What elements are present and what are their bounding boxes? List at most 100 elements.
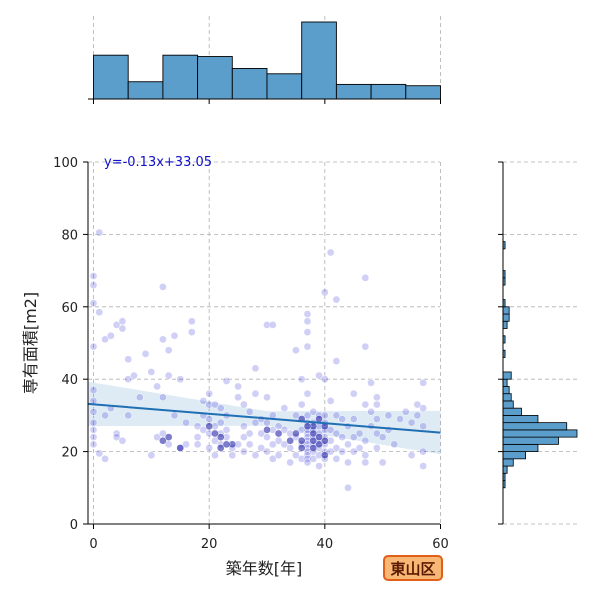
scatter-point <box>297 454 306 463</box>
top-hist-bar <box>335 83 372 100</box>
scatter-point <box>199 397 208 405</box>
scatter-point <box>147 368 156 376</box>
y-tick-label: 0 <box>70 518 78 533</box>
scatter-point <box>89 426 98 434</box>
scatter-point <box>303 458 312 467</box>
scatter-point <box>251 418 260 427</box>
scatter-point <box>118 436 127 445</box>
scatter-point <box>101 411 109 420</box>
scatter-point <box>344 483 352 492</box>
x-tick-label: 60 <box>432 537 449 552</box>
district-badge-label: 東山区 <box>390 559 436 578</box>
right-hist-bar <box>502 393 512 402</box>
scatter-point <box>222 377 231 385</box>
scatter-point <box>257 429 266 438</box>
right-hist-bar <box>502 414 539 424</box>
scatter-point <box>95 308 104 317</box>
scatter-point <box>355 444 364 452</box>
scatter-point <box>159 393 167 402</box>
scatter-point <box>234 382 242 391</box>
x-tick-label: 40 <box>317 537 334 552</box>
scatter-point <box>164 371 173 380</box>
scatter-point <box>112 321 121 329</box>
right-hist-bar <box>502 443 539 452</box>
right-hist-bar <box>502 400 514 409</box>
scatter-point <box>274 429 283 438</box>
scatter-point <box>216 444 225 452</box>
scatter-point <box>240 400 248 409</box>
scatter-point <box>413 411 422 420</box>
scatter-point <box>89 272 98 280</box>
scatter-point <box>205 389 214 398</box>
scatter-point <box>326 248 335 257</box>
scatter-point <box>135 393 144 402</box>
x-tick-label: 20 <box>201 537 218 552</box>
scatter-point <box>95 449 104 458</box>
scatter-point <box>234 393 242 402</box>
scatter-point <box>222 440 231 449</box>
right-hist-bar <box>502 313 510 322</box>
scatter-point <box>419 404 427 413</box>
scatter-point <box>245 440 254 449</box>
scatter-point <box>205 444 214 452</box>
scatter-point <box>332 295 341 304</box>
scatter-point <box>130 371 138 380</box>
scatter-point <box>320 436 329 445</box>
scatter-point <box>182 418 190 427</box>
scatter-point <box>390 440 399 449</box>
scatter-point <box>349 389 358 398</box>
scatter-point <box>373 415 381 423</box>
scatter-point <box>373 429 381 438</box>
scatter-point <box>193 440 202 449</box>
scatter-point <box>274 451 283 460</box>
scatter-point <box>268 440 277 449</box>
scatter-point <box>355 429 364 438</box>
y-tick-label: 20 <box>61 446 78 461</box>
scatter-point <box>292 429 300 438</box>
scatter-point <box>286 458 294 467</box>
scatter-point <box>367 407 375 416</box>
scatter-point <box>263 426 271 434</box>
scatter-point <box>159 436 167 445</box>
scatter-point <box>378 458 387 467</box>
scatter-point <box>407 451 416 460</box>
scatter-point <box>373 393 381 402</box>
y-tick-label: 60 <box>61 301 78 316</box>
scatter-point <box>101 335 109 344</box>
scatter-point <box>89 299 98 308</box>
scatter-point <box>153 433 161 441</box>
scatter-point <box>292 451 300 460</box>
scatter-point <box>315 462 323 470</box>
scatter-point <box>326 397 335 405</box>
regression-equation: y=-0.13x+33.05 <box>104 155 212 170</box>
scatter-point <box>303 389 312 398</box>
scatter-point <box>361 451 370 460</box>
scatter-point <box>268 321 277 329</box>
scatter-point <box>315 371 323 380</box>
scatter-point <box>361 458 370 467</box>
right-histogram <box>498 161 578 525</box>
scatter-point <box>303 422 312 431</box>
right-hist-bar <box>502 436 559 445</box>
scatter-point <box>257 444 266 452</box>
right-hist-bar <box>502 465 508 474</box>
scatter-point <box>95 228 104 237</box>
scatter-point <box>193 422 202 431</box>
scatter-point <box>263 321 271 329</box>
right-hist-bar <box>502 371 512 380</box>
scatter-point <box>309 407 318 416</box>
scatter-point <box>153 382 161 391</box>
scatter-point <box>159 283 167 291</box>
scatter-point <box>344 458 352 467</box>
scatter-point <box>118 324 127 333</box>
scatter-point <box>211 429 219 438</box>
scatter-point <box>338 433 347 441</box>
scatter-point <box>309 454 318 463</box>
scatter-point <box>251 451 260 460</box>
scatter-point <box>89 407 98 416</box>
scatter-point <box>228 451 237 460</box>
right-hist-bar <box>502 429 578 438</box>
scatter-point <box>332 357 341 365</box>
scatter-point <box>164 346 173 355</box>
